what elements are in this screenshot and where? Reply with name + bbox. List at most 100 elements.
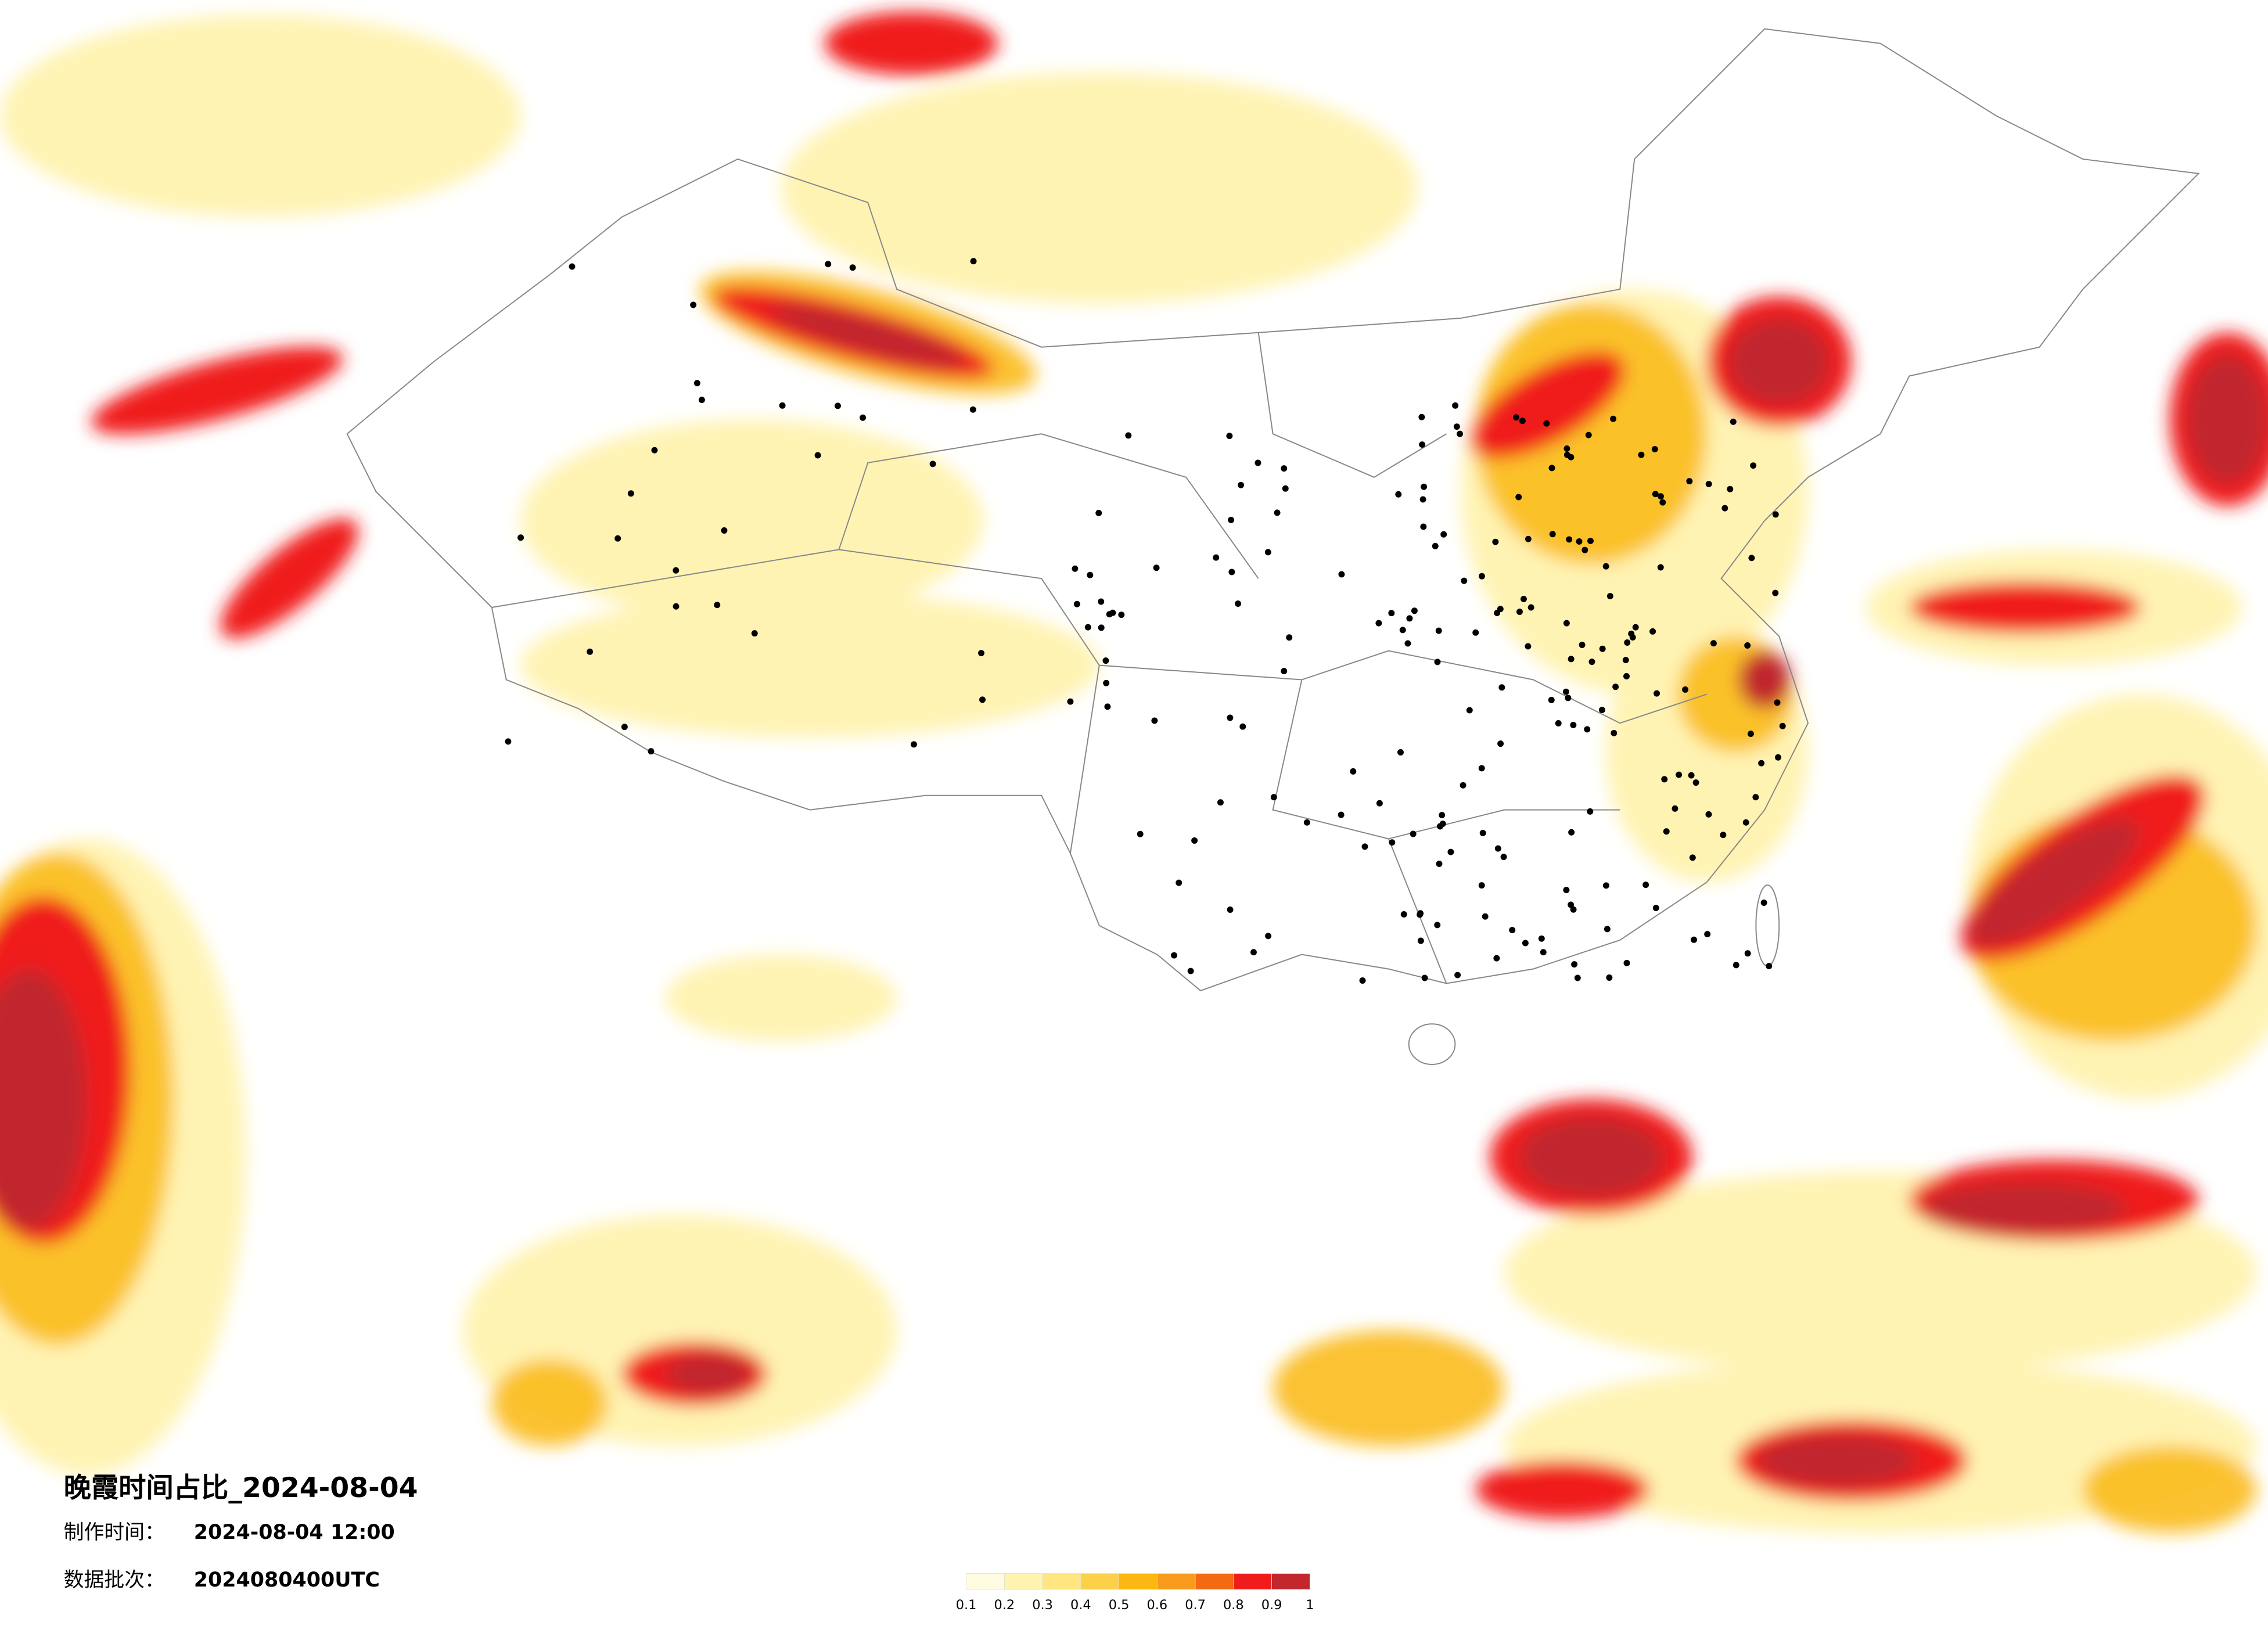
map-title: 晚霞时间占比_2024-08-04 bbox=[64, 1472, 418, 1504]
info-value: 2024080400UTC bbox=[194, 1569, 380, 1592]
city-dot bbox=[1187, 967, 1194, 974]
city-dot bbox=[1766, 963, 1773, 970]
city-dot bbox=[860, 414, 867, 421]
city-dot bbox=[1760, 900, 1767, 906]
city-dot bbox=[1587, 537, 1594, 544]
city-dot bbox=[1265, 933, 1272, 940]
legend-swatch bbox=[1004, 1573, 1043, 1590]
city-dot bbox=[1686, 478, 1693, 485]
city-dot bbox=[1632, 624, 1639, 631]
city-dot bbox=[1453, 423, 1460, 430]
city-dot bbox=[1104, 703, 1111, 710]
city-dot bbox=[1563, 887, 1570, 894]
city-dot bbox=[1137, 830, 1144, 837]
city-dot bbox=[1555, 720, 1562, 726]
city-dot bbox=[569, 263, 576, 270]
city-dot bbox=[1563, 620, 1570, 627]
city-dot bbox=[1098, 624, 1105, 631]
city-dot bbox=[1642, 882, 1649, 888]
city-dot bbox=[969, 406, 976, 413]
city-dot bbox=[1439, 821, 1446, 828]
city-dot bbox=[1410, 830, 1417, 837]
city-dot bbox=[1565, 695, 1572, 702]
city-dot bbox=[693, 380, 700, 387]
city-dot bbox=[1498, 684, 1505, 691]
city-dot bbox=[1602, 882, 1609, 889]
info-label: 数据批次： bbox=[64, 1569, 165, 1592]
city-dot bbox=[1479, 830, 1486, 836]
city-dot bbox=[1400, 911, 1407, 918]
city-dot bbox=[1350, 768, 1357, 775]
legend-label: 0.4 bbox=[1070, 1598, 1091, 1613]
city-dot bbox=[970, 258, 977, 265]
city-dot bbox=[1395, 491, 1402, 498]
legend-swatch bbox=[1119, 1573, 1158, 1590]
legend-swatch bbox=[1080, 1573, 1119, 1590]
city-dot bbox=[1098, 598, 1105, 605]
legend-swatch bbox=[1195, 1573, 1234, 1590]
city-dot bbox=[1602, 563, 1609, 570]
city-dot bbox=[1106, 611, 1113, 618]
city-dot bbox=[1213, 554, 1220, 561]
city-dot bbox=[1750, 462, 1757, 469]
legend-label: 0.3 bbox=[1032, 1598, 1053, 1613]
city-dot bbox=[1612, 684, 1619, 690]
city-dot bbox=[1440, 531, 1447, 538]
city-dot bbox=[1549, 531, 1556, 538]
city-dot bbox=[1388, 610, 1395, 617]
city-dot bbox=[1604, 926, 1611, 933]
city-dot bbox=[1461, 577, 1468, 584]
city-dot bbox=[1497, 606, 1504, 613]
city-dot bbox=[1376, 800, 1383, 807]
city-dot bbox=[1239, 723, 1246, 730]
city-dot bbox=[834, 402, 841, 409]
city-dot bbox=[1676, 771, 1683, 778]
city-dot bbox=[1125, 432, 1132, 439]
city-dot bbox=[1638, 451, 1645, 458]
city-dot bbox=[1522, 940, 1529, 947]
city-dot bbox=[1571, 961, 1578, 968]
city-dot bbox=[1417, 937, 1424, 944]
city-dot bbox=[1733, 962, 1739, 969]
city-dot bbox=[1730, 418, 1737, 425]
city-dot bbox=[1227, 714, 1234, 721]
city-dot bbox=[1478, 765, 1485, 772]
city-dot bbox=[1649, 628, 1656, 635]
city-dot bbox=[1585, 431, 1592, 438]
city-dot bbox=[1435, 627, 1442, 634]
city-markers bbox=[505, 258, 1786, 984]
city-dot bbox=[1067, 698, 1074, 705]
city-dot bbox=[1228, 569, 1235, 575]
city-dot bbox=[1500, 854, 1507, 861]
city-dot bbox=[1779, 722, 1786, 729]
legend-label: 0.8 bbox=[1223, 1598, 1244, 1613]
legend-swatch bbox=[966, 1573, 1005, 1590]
city-dot bbox=[1281, 465, 1288, 472]
city-dot bbox=[1497, 740, 1504, 747]
city-dot bbox=[1103, 679, 1110, 686]
city-dot bbox=[1439, 812, 1446, 819]
city-dot bbox=[1689, 854, 1696, 861]
city-dot bbox=[1434, 659, 1441, 665]
city-dot bbox=[929, 461, 936, 467]
city-dot bbox=[1688, 772, 1695, 779]
city-dot bbox=[1421, 974, 1428, 981]
city-dot bbox=[1072, 565, 1079, 572]
city-dot bbox=[825, 261, 832, 268]
city-dot bbox=[1568, 829, 1575, 836]
city-dot bbox=[1478, 573, 1485, 580]
city-dot bbox=[1576, 538, 1583, 545]
city-dot bbox=[648, 748, 655, 755]
city-dot bbox=[1399, 627, 1406, 634]
city-dot bbox=[1659, 499, 1666, 506]
city-dot bbox=[673, 567, 680, 574]
city-dot bbox=[1472, 629, 1479, 636]
city-dot bbox=[1338, 571, 1345, 578]
city-dot bbox=[1540, 949, 1547, 956]
city-dot bbox=[1255, 459, 1261, 466]
city-dot bbox=[1623, 959, 1630, 966]
city-dot bbox=[849, 264, 856, 271]
legend-swatch bbox=[1042, 1573, 1081, 1590]
